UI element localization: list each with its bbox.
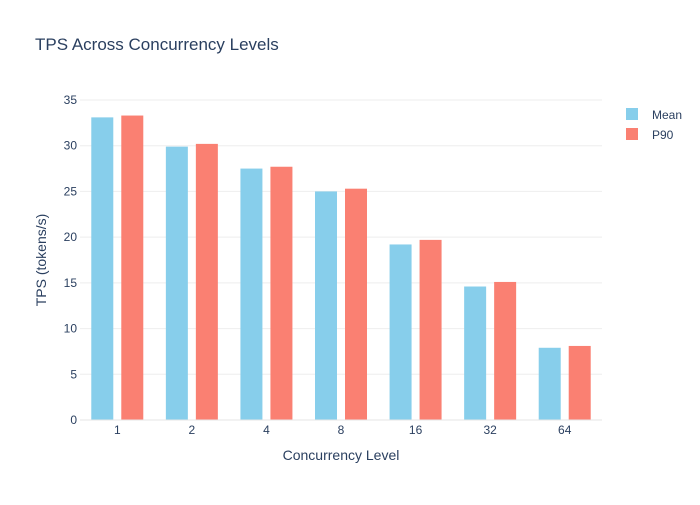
y-tick-label: 5 (70, 367, 77, 381)
legend-swatch (626, 108, 638, 120)
y-tick-label: 20 (64, 230, 78, 244)
legend-item-mean[interactable]: Mean (626, 108, 682, 122)
x-tick-label: 2 (189, 423, 196, 437)
bars (91, 115, 591, 421)
legend-label: Mean (652, 108, 682, 122)
bar-mean-1[interactable] (91, 117, 114, 420)
bar-p90-2[interactable] (195, 143, 218, 420)
legend[interactable]: Mean P90 (626, 108, 682, 142)
bar-p90-4[interactable] (270, 166, 293, 420)
x-tick-labels: 1 2 4 8 16 32 64 (114, 423, 572, 437)
x-axis-title: Concurrency Level (283, 447, 400, 463)
y-tick-label: 15 (64, 276, 78, 290)
x-tick-label: 32 (483, 423, 497, 437)
bar-p90-64[interactable] (568, 345, 591, 420)
y-tick-label: 25 (64, 184, 78, 198)
x-tick-label: 8 (338, 423, 345, 437)
x-tick-label: 16 (409, 423, 423, 437)
bar-mean-2[interactable] (165, 146, 188, 420)
bar-mean-8[interactable] (315, 191, 337, 420)
y-tick-label: 0 (70, 413, 77, 427)
bar-mean-16[interactable] (389, 244, 412, 420)
y-tick-label: 30 (64, 139, 78, 153)
y-axis-title: TPS (tokens/s) (33, 214, 49, 307)
bar-p90-1[interactable] (121, 115, 144, 421)
x-tick-label: 1 (114, 423, 121, 437)
y-tick-labels: 0 5 10 15 20 25 30 35 (64, 93, 78, 427)
x-tick-label: 64 (558, 423, 572, 437)
legend-item-p90[interactable]: P90 (626, 128, 674, 142)
legend-swatch (626, 128, 638, 140)
chart-title: TPS Across Concurrency Levels (35, 35, 279, 54)
bar-mean-4[interactable] (240, 168, 263, 420)
y-tick-label: 35 (64, 93, 78, 107)
bar-mean-64[interactable] (538, 347, 561, 420)
bar-p90-16[interactable] (419, 239, 442, 420)
bar-p90-8[interactable] (345, 188, 367, 420)
bar-p90-32[interactable] (494, 281, 517, 420)
y-tick-label: 10 (64, 322, 78, 336)
legend-label: P90 (652, 128, 674, 142)
x-tick-label: 4 (263, 423, 270, 437)
bar-mean-32[interactable] (464, 286, 487, 420)
